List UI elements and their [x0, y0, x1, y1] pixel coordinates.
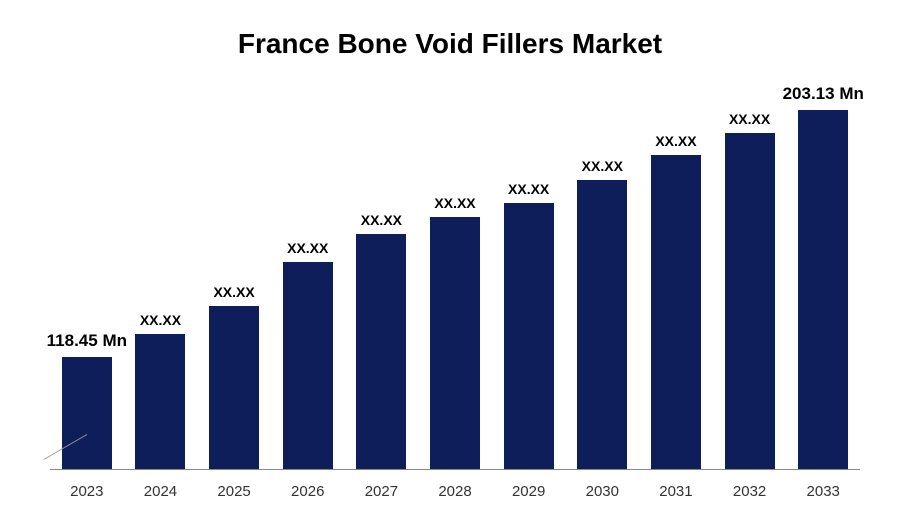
bar-wrapper: XX.XX: [271, 262, 345, 469]
bar-value-label: XX.XX: [655, 133, 696, 149]
bar-value-label: XX.XX: [213, 284, 254, 300]
chart-title: France Bone Void Fillers Market: [0, 0, 900, 60]
bar-wrapper: XX.XX: [492, 203, 566, 469]
x-axis-label: 2025: [197, 483, 271, 500]
bar-value-label: XX.XX: [582, 158, 623, 174]
bar: [356, 234, 406, 469]
bar-value-label: XX.XX: [508, 181, 549, 197]
x-axis-labels: 2023202420252026202720282029203020312032…: [50, 483, 860, 500]
x-axis-label: 2024: [124, 483, 198, 500]
bar: [62, 357, 112, 469]
bar-wrapper: XX.XX: [639, 155, 713, 469]
bar-value-label: XX.XX: [434, 195, 475, 211]
bar-wrapper: 203.13 Mn: [786, 110, 860, 469]
bar-value-label: XX.XX: [361, 212, 402, 228]
x-axis-label: 2033: [786, 483, 860, 500]
bar: [798, 110, 848, 469]
bar: [725, 133, 775, 469]
bar-wrapper: XX.XX: [345, 234, 419, 469]
x-axis-label: 2027: [345, 483, 419, 500]
bar-value-label: XX.XX: [140, 312, 181, 328]
bar-value-label: XX.XX: [729, 111, 770, 127]
x-axis-label: 2029: [492, 483, 566, 500]
bar-wrapper: XX.XX: [418, 217, 492, 469]
bar-wrapper: 118.45 Mn: [50, 357, 124, 469]
bar-wrapper: XX.XX: [565, 180, 639, 469]
bar: [577, 180, 627, 469]
x-axis-label: 2032: [713, 483, 787, 500]
x-axis-label: 2031: [639, 483, 713, 500]
chart-area: 118.45 MnXX.XXXX.XXXX.XXXX.XXXX.XXXX.XXX…: [50, 100, 860, 470]
bar: [209, 306, 259, 469]
bar-wrapper: XX.XX: [124, 334, 198, 469]
bar: [135, 334, 185, 469]
x-axis-label: 2023: [50, 483, 124, 500]
x-axis-label: 2026: [271, 483, 345, 500]
bar-wrapper: XX.XX: [197, 306, 271, 469]
x-axis-label: 2028: [418, 483, 492, 500]
bar: [504, 203, 554, 469]
bar: [651, 155, 701, 469]
bar: [283, 262, 333, 469]
bar: [430, 217, 480, 469]
bar-value-label: XX.XX: [287, 240, 328, 256]
x-axis-label: 2030: [565, 483, 639, 500]
bar-value-label: 203.13 Mn: [783, 84, 864, 104]
bar-wrapper: XX.XX: [713, 133, 787, 469]
bars-container: 118.45 MnXX.XXXX.XXXX.XXXX.XXXX.XXXX.XXX…: [50, 100, 860, 470]
bar-value-label: 118.45 Mn: [47, 331, 127, 351]
